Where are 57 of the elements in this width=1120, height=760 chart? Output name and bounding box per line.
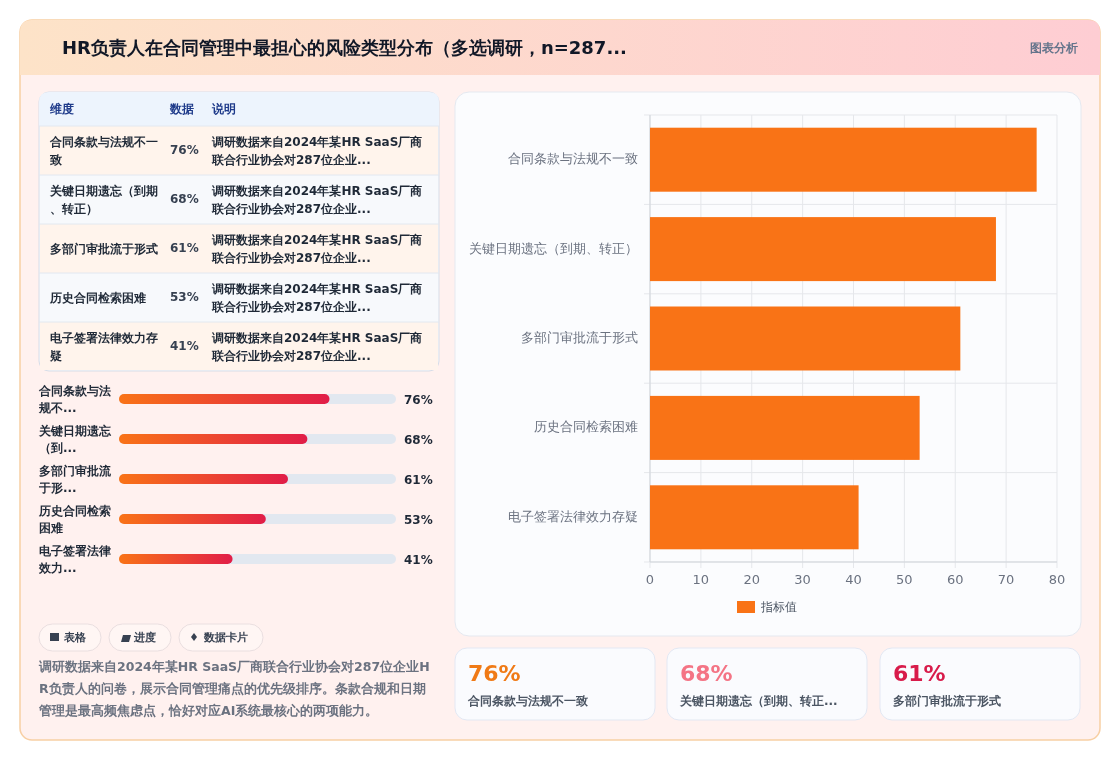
data-label: 68%: [404, 432, 433, 447]
text: 多部门审批流于形式: [893, 693, 1001, 708]
text: 说明: [211, 101, 236, 116]
text: 调研数据来自2024年某HR SaaS厂商联合行业协会对287位企业...: [211, 281, 423, 313]
data-label: 41%: [404, 552, 433, 567]
text: 41%: [170, 339, 199, 353]
y-tick-label: 合同条款与法规不...: [38, 383, 111, 414]
bar: [650, 217, 996, 282]
text: 68%: [170, 192, 199, 206]
data-label: 61%: [404, 472, 433, 487]
data-label: 76%: [404, 392, 433, 407]
text: 61%: [170, 241, 199, 255]
text: 多部门审批流于形式: [50, 241, 158, 255]
text: 合同条款与法规不一致: [467, 693, 588, 708]
bar: [650, 127, 1037, 192]
text: 调研数据来自2024年某HR SaaS厂商联合行业协会对287位企业HR负责人的问卷，展示合同管理痛点的优先级排序。条款合规和日期管理是最高频焦虑点，恰好对应AI系统最核心的两项能力。: [38, 658, 430, 718]
text: 61%: [893, 661, 946, 686]
x-tick-label: 10: [692, 571, 710, 587]
y-tick-label: 电子签署法律效力...: [38, 543, 111, 574]
y-tick-label: 历史合同检索困难: [534, 419, 638, 435]
y-tick-label: 多部门审批流于形...: [38, 463, 112, 494]
text: 调研数据来自2024年某HR SaaS厂商联合行业协会对287位企业...: [211, 134, 423, 166]
text: 数据: [169, 101, 194, 116]
legend-label: 指标值: [760, 599, 797, 614]
x-tick-label: 0: [645, 571, 655, 587]
bar: [650, 485, 859, 550]
x-tick-label: 80: [1048, 571, 1066, 587]
text: 数据卡片: [203, 631, 248, 644]
x-tick-label: 60: [946, 571, 964, 587]
text: 表格: [63, 631, 87, 644]
x-tick-label: 30: [794, 571, 811, 587]
y-tick-label: 关键日期遗忘（到...: [38, 423, 112, 454]
x-tick-label: 70: [997, 571, 1015, 587]
bar: [650, 306, 961, 371]
text: 调研数据来自2024年某HR SaaS厂商联合行业协会对287位企业...: [211, 183, 423, 215]
bar: [650, 395, 920, 460]
x-tick-label: 40: [845, 571, 862, 587]
y-tick-label: 合同条款与法规不一致: [508, 151, 638, 167]
x-tick-label: 50: [896, 571, 913, 587]
y-tick-label: 多部门审批流于形式: [521, 330, 638, 345]
text: HR负责人在合同管理中最担心的风险类型分布（多选调研，n=287...: [62, 37, 627, 58]
text: 历史合同检索困难: [49, 290, 146, 304]
y-tick-label: 关键日期遗忘（到期、转正）: [469, 240, 638, 256]
x-tick-label: 20: [743, 571, 761, 587]
text: 关键日期遗忘（到期、转正...: [679, 693, 838, 708]
y-tick-label: 历史合同检索困难: [38, 503, 111, 534]
text: 76%: [170, 143, 199, 157]
text: 调研数据来自2024年某HR SaaS厂商联合行业协会对287位企业...: [211, 232, 423, 264]
text: 维度: [49, 101, 74, 116]
text: 76%: [468, 661, 521, 686]
text: 68%: [680, 661, 733, 686]
y-tick-label: 电子签署法律效力存疑: [508, 508, 638, 524]
data-label: 53%: [404, 512, 433, 527]
text: 调研数据来自2024年某HR SaaS厂商联合行业协会对287位企业...: [211, 330, 423, 362]
text: 53%: [170, 290, 199, 304]
text: 进度: [133, 631, 156, 644]
text: 图表分析: [1030, 40, 1078, 55]
